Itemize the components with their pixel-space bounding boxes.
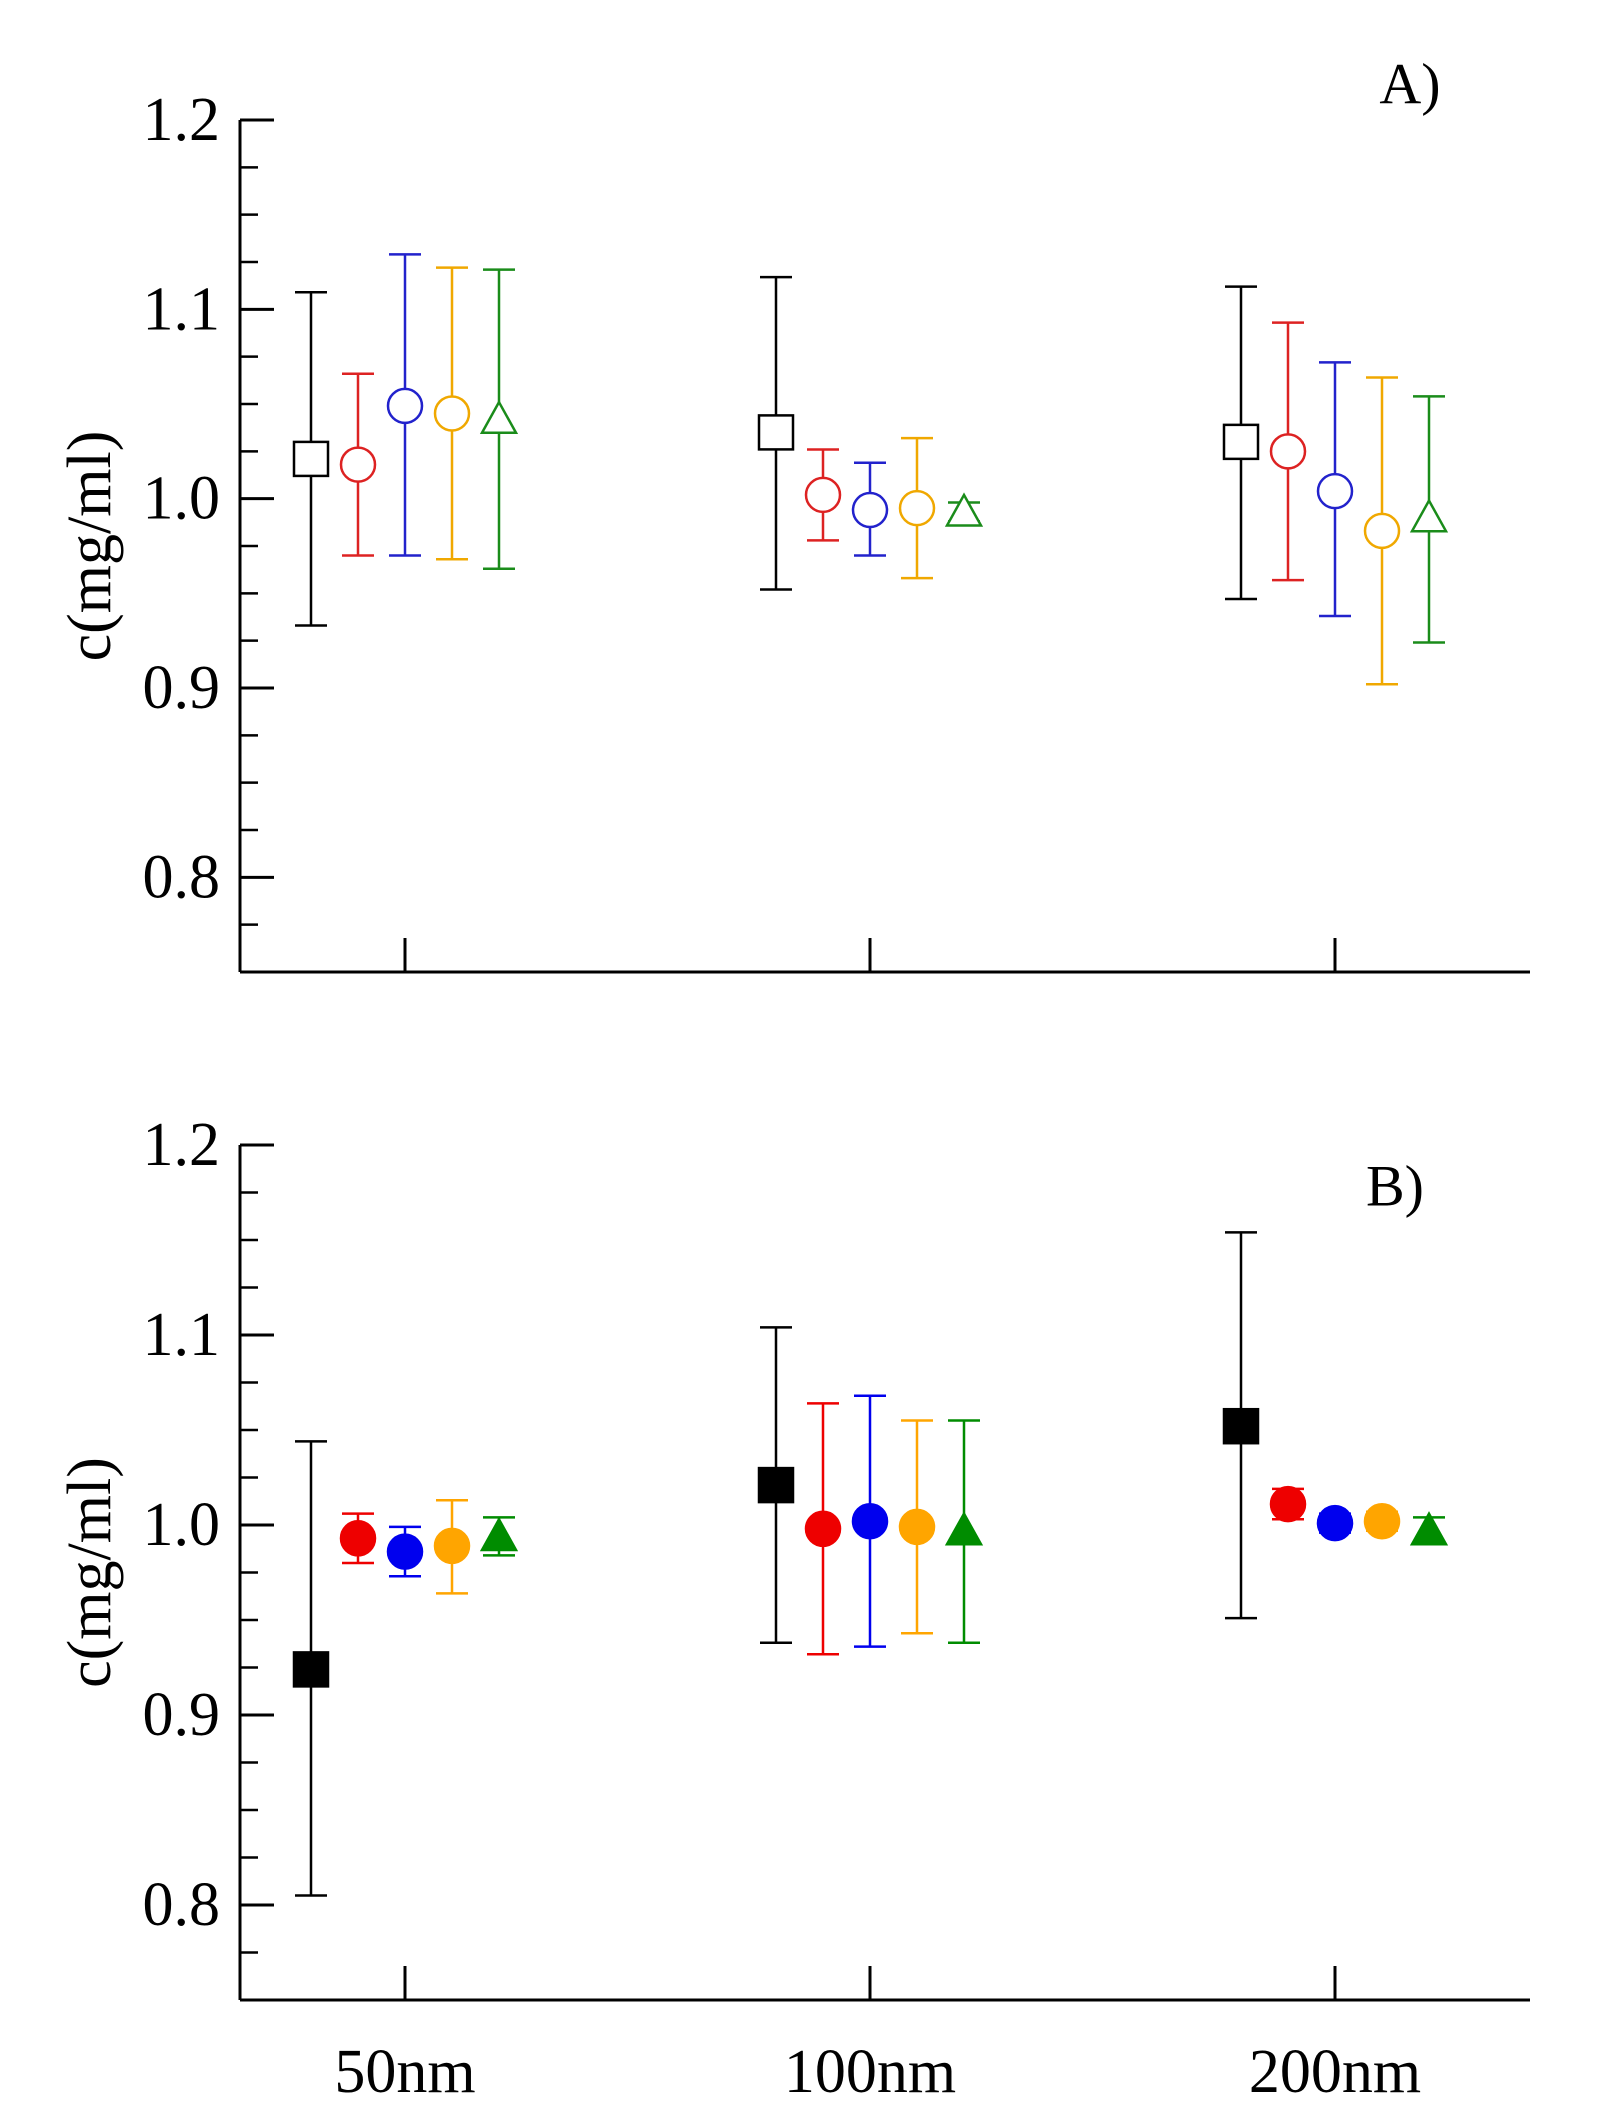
data-point-circle [433, 1527, 471, 1565]
y-tick-label: 0.9 [143, 1681, 221, 1749]
data-point-triangle [1409, 498, 1449, 533]
data-point-triangle [1409, 1511, 1449, 1546]
x-category-label: 200nm [1249, 2038, 1421, 2106]
data-point-circle [433, 395, 471, 432]
x-category-label: 50nm [334, 2038, 475, 2106]
data-point-square [757, 1466, 795, 1504]
panel-b: 0.8 0.9 1.0 1.1 1.2 50nm 100nm 200nm c(mg/ml) B) [56, 1111, 1530, 2106]
y-tick-label: 1.2 [143, 86, 221, 154]
y-axis-label: c(mg/ml) [56, 431, 124, 662]
y-tick-label: 0.9 [143, 654, 221, 722]
data-point-triangle [479, 399, 519, 434]
panel-label: B) [1366, 1154, 1424, 1219]
data-point-square [1222, 423, 1260, 461]
data-point-triangle [479, 1516, 519, 1552]
data-point-circle [1363, 512, 1401, 550]
y-tick-label: 1.0 [143, 1491, 221, 1559]
y-tick-label: 1.1 [143, 1301, 221, 1369]
data-point-circle [851, 491, 889, 529]
data-point-circle [851, 1502, 889, 1540]
data-point-circle [1316, 1504, 1354, 1542]
data-point-circle [1269, 1485, 1307, 1523]
data-point-circle [898, 489, 936, 527]
y-tick-label: 1.0 [143, 465, 221, 533]
data-point-triangle [944, 1511, 984, 1546]
data-point-circle [1316, 472, 1354, 510]
y-tick-label: 1.2 [143, 1111, 221, 1179]
data-point-circle [339, 446, 377, 483]
x-category-label: 100nm [784, 2038, 956, 2106]
data-point-circle [1363, 1502, 1401, 1540]
data-point-square [1222, 1407, 1260, 1445]
panel-label: A) [1379, 52, 1440, 117]
data-point-triangle [944, 492, 984, 527]
data-point-circle [386, 1533, 424, 1570]
data-point-circle [804, 476, 842, 514]
y-tick-label: 0.8 [143, 1871, 221, 1939]
data-point-circle [339, 1520, 377, 1557]
data-point-circle [898, 1508, 936, 1546]
y-tick-label: 0.8 [143, 843, 221, 911]
data-point-circle [386, 387, 424, 425]
data-point-square [292, 1651, 330, 1688]
data-point-square [292, 440, 330, 478]
data-point-circle [1269, 433, 1307, 470]
data-point-circle [804, 1510, 842, 1548]
panel-a: 0.8 0.9 1.0 1.1 1.2 c(mg/ml) A) [56, 52, 1530, 974]
data-point-square [757, 414, 795, 451]
y-tick-label: 1.1 [143, 275, 221, 343]
y-axis-label: c(mg/ml) [56, 1457, 124, 1688]
